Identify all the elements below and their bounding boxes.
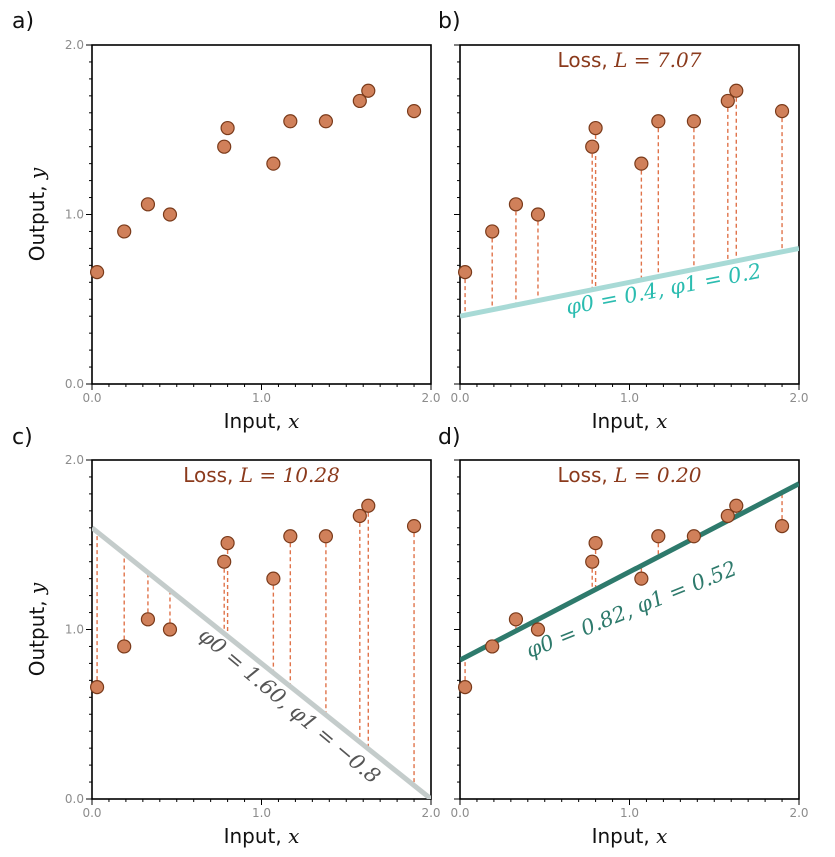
x-tick-label: 1.0 xyxy=(620,806,639,820)
x-tick-label: 0.0 xyxy=(450,806,469,820)
data-point xyxy=(318,529,334,544)
x-tick-label: 2.0 xyxy=(789,391,808,405)
data-point xyxy=(634,156,649,171)
data-point xyxy=(485,639,500,654)
data-point xyxy=(117,639,132,654)
data-point xyxy=(651,114,666,129)
loss-label: Loss, L = 0.20 xyxy=(558,463,702,487)
loss-label: Loss, L = 10.28 xyxy=(183,463,340,487)
x-tick-label: 0.0 xyxy=(82,391,101,405)
x-tick-label: 2.0 xyxy=(421,806,440,820)
data-point xyxy=(729,83,744,98)
fitted-line-label: φ0 = 1.60, φ1 = −0.8 xyxy=(194,623,385,789)
y-tick-label: 2.0 xyxy=(65,453,84,467)
x-tick-label: 2.0 xyxy=(421,391,440,405)
data-point xyxy=(774,104,790,119)
fitted-line xyxy=(460,245,799,319)
panel-a: a) 0.0 1.0 2.0 0.0 1.0 2.0 Input, x Output, y xyxy=(12,9,441,433)
data-point xyxy=(508,612,524,627)
data-point xyxy=(162,622,178,637)
data-point xyxy=(485,224,500,239)
data-point xyxy=(220,120,235,136)
data-point xyxy=(588,120,603,136)
data-point xyxy=(140,612,156,627)
data-point xyxy=(585,554,600,569)
y-tick-label: 1.0 xyxy=(65,208,84,222)
panel-letter: a) xyxy=(12,9,34,34)
data-point xyxy=(457,265,473,280)
data-point xyxy=(89,680,105,695)
data-point xyxy=(774,519,790,534)
x-axis-title: Input, x xyxy=(592,824,668,848)
x-tick-label: 1.0 xyxy=(252,391,271,405)
panel-letter: b) xyxy=(438,9,461,34)
x-tick-label: 0.0 xyxy=(450,391,469,405)
x-axis-title: Input, x xyxy=(224,409,300,433)
data-point xyxy=(89,265,105,280)
data-point xyxy=(720,508,735,524)
data-point xyxy=(406,519,422,534)
data-point xyxy=(729,498,744,513)
data-point xyxy=(352,93,367,109)
data-point xyxy=(140,197,156,212)
x-tick-label: 1.0 xyxy=(252,806,271,820)
data-point xyxy=(686,529,702,544)
data-point xyxy=(266,156,281,171)
y-tick-label: 2.0 xyxy=(65,38,84,52)
data-point xyxy=(217,139,232,154)
x-tick-label: 2.0 xyxy=(789,806,808,820)
panel-letter: d) xyxy=(438,425,461,450)
y-axis-title: Output, y xyxy=(25,582,49,676)
panel-c: c) 0.0 1.0 2.0 0.0 1.0 2.0 Input, x Output, y φ0 … xyxy=(12,425,441,848)
data-point xyxy=(361,498,376,513)
y-tick-label: 1.0 xyxy=(65,623,84,637)
y-axis-title: Output, y xyxy=(25,167,49,261)
fitted-line xyxy=(460,481,799,663)
data-point xyxy=(283,529,298,544)
data-point xyxy=(457,680,473,695)
x-tick-label: 1.0 xyxy=(620,391,639,405)
data-point xyxy=(352,508,367,524)
data-point xyxy=(508,197,524,212)
y-tick-label: 0.0 xyxy=(65,792,84,806)
plot-frame xyxy=(459,44,800,385)
data-point xyxy=(686,114,702,129)
data-point xyxy=(588,535,603,551)
x-axis-title: Input, x xyxy=(224,824,300,848)
data-point xyxy=(585,139,600,154)
data-point xyxy=(318,114,334,129)
data-point xyxy=(162,207,178,222)
data-point xyxy=(361,83,376,98)
data-point xyxy=(220,535,235,551)
fitted-line xyxy=(92,525,431,799)
data-point xyxy=(117,224,132,239)
data-point xyxy=(634,571,649,586)
plot-frame xyxy=(91,44,432,385)
x-axis-title: Input, x xyxy=(592,409,668,433)
data-point xyxy=(283,114,298,129)
x-tick-label: 0.0 xyxy=(82,806,101,820)
loss-label: Loss, L = 7.07 xyxy=(558,48,702,72)
data-point xyxy=(217,554,232,569)
data-point xyxy=(720,93,735,109)
y-tick-label: 0.0 xyxy=(65,377,84,391)
data-point xyxy=(530,207,546,222)
data-point xyxy=(530,622,546,637)
data-point xyxy=(651,529,666,544)
data-point xyxy=(266,571,281,586)
data-point xyxy=(406,104,422,119)
panel-letter: c) xyxy=(12,425,33,450)
plot-frame xyxy=(91,459,432,800)
